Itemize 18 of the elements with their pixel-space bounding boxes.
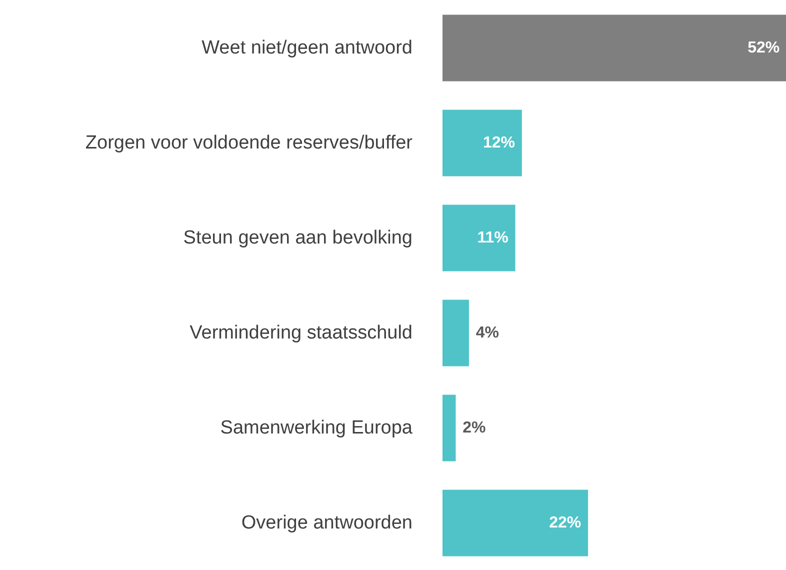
data-label: 2% [462, 420, 486, 436]
data-label: 12% [482, 134, 516, 152]
y-tick-label: Zorgen voor voldoende reserves/buffer [85, 132, 414, 154]
bar [442, 204, 516, 272]
data-label: 4% [476, 324, 499, 342]
y-tick-label: Weet niet/geen antwoord [202, 38, 413, 58]
data-label: 52% [748, 40, 780, 56]
y-tick-label: Overige antwoorden [241, 512, 413, 534]
data-label: 22% [549, 514, 582, 532]
y-tick-label: Samenwerking Europa [220, 418, 413, 438]
y-tick-label: Vermindering staatsschuld [190, 322, 412, 344]
bar [442, 300, 469, 366]
bar [442, 490, 588, 556]
bar [442, 110, 522, 176]
bar [442, 14, 786, 82]
data-label: 11% [477, 230, 508, 246]
bar [442, 394, 456, 462]
y-tick-label: Steun geven aan bevolking [183, 228, 412, 248]
